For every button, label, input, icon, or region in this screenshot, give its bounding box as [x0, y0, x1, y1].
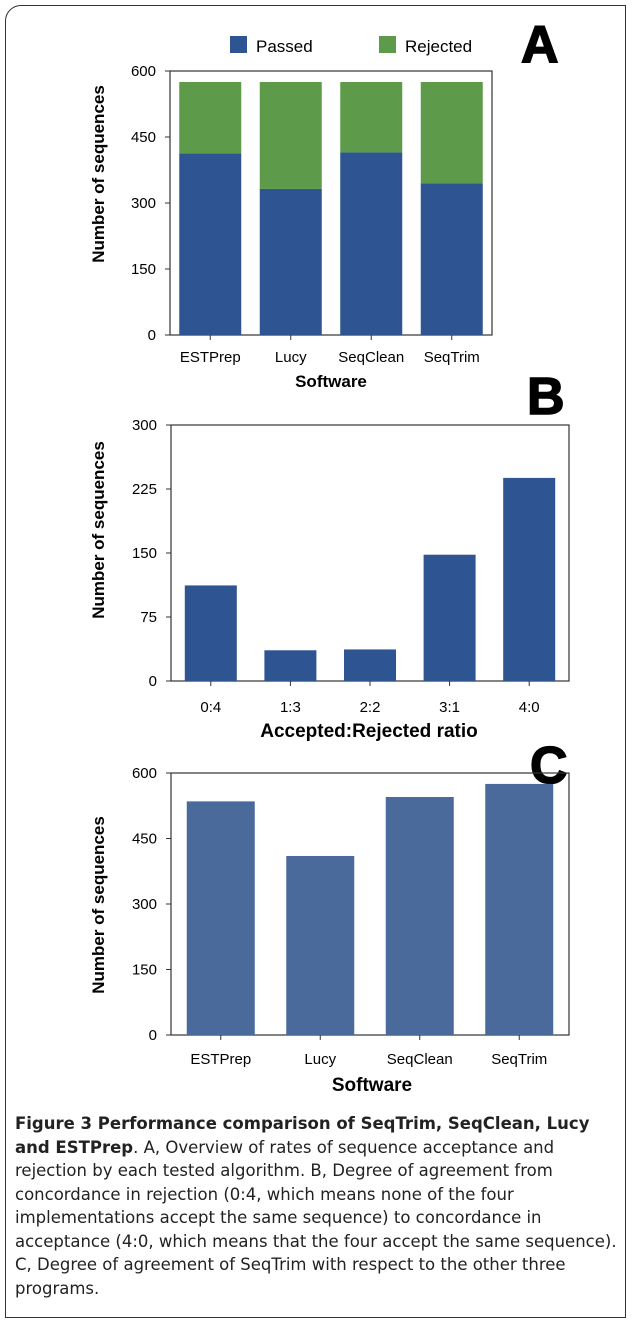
legend-label-rejected: Rejected	[405, 37, 472, 56]
y-tick-label: 150	[132, 545, 157, 562]
bar-rejected-seqclean	[340, 82, 403, 153]
x-tick-label: ESTPrep	[190, 1051, 251, 1068]
y-tick-label: 150	[132, 962, 157, 979]
x-tick-label: SeqClean	[338, 349, 404, 366]
panel-letter-a: A	[521, 16, 559, 74]
x-axis-label-c: Software	[332, 1075, 412, 1096]
plot-area-c: 0 150 300 450 600 ESTPrep Lucy SeqClean SeqTrim	[132, 765, 570, 1068]
y-axis-label-b: Number of sequences	[89, 441, 108, 619]
y-axis-label-a: Number of sequences	[89, 85, 108, 263]
x-tick-label: 0:4	[200, 699, 221, 716]
y-tick-label: 300	[132, 417, 157, 434]
y-tick-label: 300	[131, 195, 156, 212]
bar-rejected-estprep	[179, 82, 242, 154]
legend-swatch-passed	[230, 36, 247, 53]
y-axis-label-c: Number of sequences	[89, 816, 108, 994]
x-tick-label: SeqTrim	[491, 1051, 547, 1068]
panel-letter-b: B	[527, 368, 565, 426]
bar-seqclean	[385, 797, 454, 1035]
legend-label-passed: Passed	[256, 37, 313, 56]
x-tick-label: SeqTrim	[424, 349, 480, 366]
y-tick-label: 0	[149, 1027, 157, 1044]
bar-estprep	[186, 801, 255, 1035]
bar-1-3	[264, 650, 317, 681]
bar-passed-seqtrim	[420, 183, 483, 335]
panel-c: C Software Number of sequences 015030045…	[89, 736, 570, 1096]
x-tick-label: ESTPrep	[180, 349, 241, 366]
panel-b: B Accepted:Rejected ratio Number of sequ…	[89, 367, 570, 742]
legend-swatch-rejected	[379, 36, 396, 53]
y-tick-label: 0	[148, 327, 156, 344]
x-tick-label: Lucy	[275, 349, 307, 366]
x-tick-label: 1:3	[280, 699, 301, 716]
bar-4-0	[503, 477, 556, 681]
x-tick-label: 3:1	[439, 699, 460, 716]
bar-passed-lucy	[259, 188, 322, 335]
bar-lucy	[286, 855, 355, 1035]
bar-seqtrim	[485, 783, 554, 1035]
y-tick-label: 600	[132, 765, 157, 782]
x-tick-label: 2:2	[360, 699, 381, 716]
y-tick-label: 0	[149, 673, 157, 690]
figure-chart-area: A Passed Rejected Software Number of seq…	[89, 15, 570, 1096]
y-tick-label: 450	[132, 831, 157, 848]
y-tick-label: 150	[131, 261, 156, 278]
x-axis-label-a: Software	[295, 372, 367, 391]
plot-area-a: 0 150 300 450 600 ESTPrep Lucy SeqClean SeqTrim	[131, 63, 493, 366]
x-tick-label: 4:0	[519, 699, 540, 716]
figure-frame	[5, 5, 626, 1318]
y-tick-label: 600	[131, 63, 156, 80]
x-tick-label: Lucy	[304, 1051, 336, 1068]
bar-0-4	[184, 585, 237, 681]
x-tick-label: SeqClean	[387, 1051, 453, 1068]
y-tick-label: 75	[140, 609, 157, 626]
caption-text: . A, Overview of rates of sequence accep…	[15, 1137, 617, 1298]
y-tick-label: 450	[131, 129, 156, 146]
bar-passed-seqclean	[340, 152, 403, 335]
figure-caption: Figure 3 Performance comparison of SeqTr…	[15, 1112, 625, 1300]
bar-rejected-seqtrim	[420, 82, 483, 184]
y-tick-label: 225	[132, 481, 157, 498]
bar-rejected-lucy	[259, 82, 322, 189]
bar-2-2	[344, 649, 396, 681]
bar-passed-estprep	[179, 153, 242, 335]
plot-area-b: 0 75 150 225 300 0:4 1:3 2:2 3:1 4:0	[132, 417, 570, 716]
y-tick-label: 300	[132, 896, 157, 913]
panel-a: A Passed Rejected Software Number of seq…	[89, 15, 559, 391]
caption-title: Figure 3 Performance comparison of SeqTr…	[15, 1114, 590, 1157]
x-axis-label-b: Accepted:Rejected ratio	[260, 721, 478, 742]
bar-3-1	[423, 554, 476, 681]
